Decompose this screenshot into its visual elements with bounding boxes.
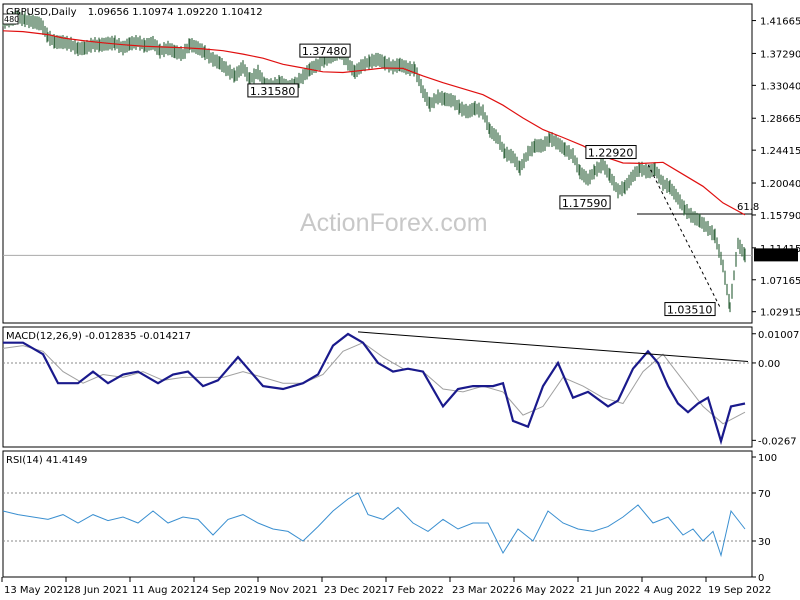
fib-label: 61.8 (737, 202, 759, 213)
rsi-tick-label: 70 (758, 489, 771, 500)
date-tick-label: 24 Sep 2021 (196, 585, 259, 596)
macd-panel-frame (2, 326, 753, 448)
macd-trendline (357, 331, 749, 362)
date-tick-label: 21 Jun 2022 (580, 585, 640, 596)
macd-tick-label: -0.0267 (758, 436, 797, 447)
rsi-tick-label: 0 (758, 573, 764, 584)
moving-average-line (2, 30, 746, 216)
macd-title: MACD(12,26,9) -0.012835 -0.014217 (6, 331, 191, 342)
rsi-tick-label: 30 (758, 537, 771, 548)
price-annotation-box (664, 302, 716, 317)
macd-signal-line (2, 342, 746, 425)
price-tick-label: 1.41665 (760, 17, 800, 28)
price-annotation-box (559, 195, 611, 210)
date-tick-label: 23 Dec 2021 (324, 585, 388, 596)
rsi-tick-label: 100 (758, 453, 777, 464)
price-annotation-box (247, 83, 299, 98)
price-tick-label: 1.20040 (760, 179, 800, 190)
price-panel-frame (2, 3, 753, 324)
rsi-title: RSI(14) 41.4149 (6, 455, 87, 466)
date-tick-label: 4 Aug 2022 (644, 585, 702, 596)
price-annotation-label: 1.17590 (562, 197, 608, 210)
last-price-label: 1.10412 (757, 251, 798, 262)
date-tick-label: 13 May 2021 (4, 585, 69, 596)
rsi-panel: RSI(14) 41.4149 (2, 450, 753, 578)
price-annotation-label: 1.37480 (302, 45, 348, 58)
macd-tick-label: 0.010071 (758, 330, 800, 341)
corner-tag-text: 480 (4, 15, 19, 24)
price-tick-label: 1.15790 (760, 211, 800, 222)
symbol-label: GBPUSD,Daily (6, 7, 77, 18)
price-tick-label: 1.37290 (760, 49, 800, 60)
ohlc-values: 1.09656 1.10974 1.09220 1.10412 (88, 7, 263, 18)
macd-panel: MACD(12,26,9) -0.012835 -0.014217 (2, 326, 753, 448)
corner-tag: 480 (2, 13, 19, 25)
rsi-line (2, 492, 746, 558)
last-price-box (754, 248, 798, 262)
price-annotation-box (585, 145, 637, 160)
date-tick-label: 9 Nov 2021 (260, 585, 318, 596)
date-tick-label: 23 Mar 2022 (452, 585, 515, 596)
price-panel: ActionForex.com 1.37480 1.31580 1.22920 1.1… (2, 3, 759, 324)
date-tick-label: 11 Aug 2021 (132, 585, 196, 596)
watermark: ActionForex.com (300, 209, 488, 237)
price-tick-label: 1.33040 (760, 81, 800, 92)
price-annotation-label: 1.22920 (588, 147, 634, 160)
price-tick-label: 1.02915 (760, 308, 800, 319)
macd-tick-label: 0.00 (758, 359, 780, 370)
corner-tag-box (2, 13, 19, 25)
price-annotation-box (299, 43, 351, 58)
macd-line (3, 332, 746, 446)
price-tick-label: 1.07165 (760, 276, 800, 287)
date-tick-label: 28 Jun 2021 (68, 585, 128, 596)
date-tick-label: 19 Sep 2022 (708, 585, 771, 596)
retracement-trendline (647, 164, 721, 308)
date-tick-label: 7 Feb 2022 (388, 585, 444, 596)
price-tick-label: 1.24415 (760, 146, 800, 157)
price-annotation-label: 1.03510 (667, 304, 713, 317)
symbol-title: GBPUSD,Daily 1.09656 1.10974 1.09220 1.1… (6, 7, 263, 18)
price-tick-label: 1.28665 (760, 114, 800, 125)
date-tick-label: 6 May 2022 (516, 585, 575, 596)
price-annotation-label: 1.31580 (250, 85, 296, 98)
rsi-panel-frame (2, 450, 753, 578)
